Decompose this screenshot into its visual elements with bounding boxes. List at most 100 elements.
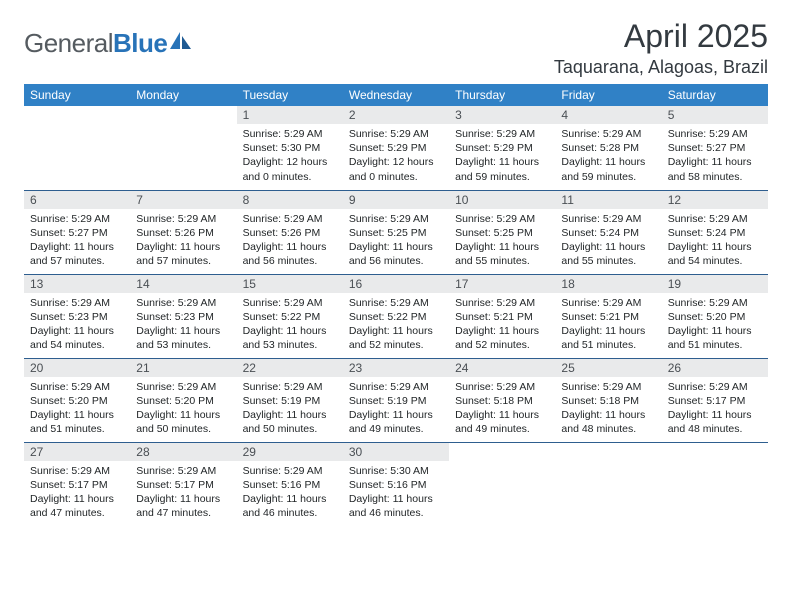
day-details: Sunrise: 5:29 AMSunset: 5:17 PMDaylight:… <box>24 461 130 525</box>
header: GeneralBlue April 2025 Taquarana, Alagoa… <box>24 18 768 78</box>
day-details: Sunrise: 5:29 AMSunset: 5:17 PMDaylight:… <box>130 461 236 525</box>
day-number: 24 <box>449 359 555 377</box>
day-details: Sunrise: 5:29 AMSunset: 5:29 PMDaylight:… <box>449 124 555 188</box>
calendar-cell: 16Sunrise: 5:29 AMSunset: 5:22 PMDayligh… <box>343 274 449 358</box>
calendar-row: 20Sunrise: 5:29 AMSunset: 5:20 PMDayligh… <box>24 358 768 442</box>
day-number: 13 <box>24 275 130 293</box>
day-details: Sunrise: 5:29 AMSunset: 5:30 PMDaylight:… <box>237 124 343 188</box>
calendar-cell: 6Sunrise: 5:29 AMSunset: 5:27 PMDaylight… <box>24 190 130 274</box>
day-number: 23 <box>343 359 449 377</box>
calendar-cell: 5Sunrise: 5:29 AMSunset: 5:27 PMDaylight… <box>662 106 768 190</box>
calendar-cell: 4Sunrise: 5:29 AMSunset: 5:28 PMDaylight… <box>555 106 661 190</box>
title-block: April 2025 Taquarana, Alagoas, Brazil <box>554 18 768 78</box>
weekday-header: Monday <box>130 84 236 106</box>
day-number: 4 <box>555 106 661 124</box>
weekday-header: Friday <box>555 84 661 106</box>
day-number: 16 <box>343 275 449 293</box>
day-details: Sunrise: 5:29 AMSunset: 5:22 PMDaylight:… <box>237 293 343 357</box>
calendar-cell: 7Sunrise: 5:29 AMSunset: 5:26 PMDaylight… <box>130 190 236 274</box>
calendar-cell: 14Sunrise: 5:29 AMSunset: 5:23 PMDayligh… <box>130 274 236 358</box>
calendar-cell: 26Sunrise: 5:29 AMSunset: 5:17 PMDayligh… <box>662 358 768 442</box>
calendar-row: 27Sunrise: 5:29 AMSunset: 5:17 PMDayligh… <box>24 442 768 526</box>
day-details: Sunrise: 5:29 AMSunset: 5:24 PMDaylight:… <box>662 209 768 273</box>
day-details: Sunrise: 5:29 AMSunset: 5:18 PMDaylight:… <box>555 377 661 441</box>
weekday-header: Tuesday <box>237 84 343 106</box>
day-details: Sunrise: 5:29 AMSunset: 5:25 PMDaylight:… <box>343 209 449 273</box>
day-number: 11 <box>555 191 661 209</box>
day-number: 12 <box>662 191 768 209</box>
day-details: Sunrise: 5:29 AMSunset: 5:19 PMDaylight:… <box>237 377 343 441</box>
day-number: 20 <box>24 359 130 377</box>
weekday-header: Saturday <box>662 84 768 106</box>
day-details: Sunrise: 5:29 AMSunset: 5:23 PMDaylight:… <box>24 293 130 357</box>
calendar-cell: 12Sunrise: 5:29 AMSunset: 5:24 PMDayligh… <box>662 190 768 274</box>
logo-sail-icon <box>169 30 193 50</box>
day-details: Sunrise: 5:29 AMSunset: 5:24 PMDaylight:… <box>555 209 661 273</box>
calendar-cell: 30Sunrise: 5:30 AMSunset: 5:16 PMDayligh… <box>343 442 449 526</box>
calendar-cell <box>130 106 236 190</box>
day-details: Sunrise: 5:29 AMSunset: 5:21 PMDaylight:… <box>449 293 555 357</box>
day-details: Sunrise: 5:29 AMSunset: 5:27 PMDaylight:… <box>662 124 768 188</box>
day-details: Sunrise: 5:29 AMSunset: 5:22 PMDaylight:… <box>343 293 449 357</box>
day-number: 1 <box>237 106 343 124</box>
day-details: Sunrise: 5:29 AMSunset: 5:26 PMDaylight:… <box>237 209 343 273</box>
calendar-cell: 24Sunrise: 5:29 AMSunset: 5:18 PMDayligh… <box>449 358 555 442</box>
day-number: 6 <box>24 191 130 209</box>
day-details: Sunrise: 5:29 AMSunset: 5:29 PMDaylight:… <box>343 124 449 188</box>
calendar-cell: 20Sunrise: 5:29 AMSunset: 5:20 PMDayligh… <box>24 358 130 442</box>
calendar-cell: 22Sunrise: 5:29 AMSunset: 5:19 PMDayligh… <box>237 358 343 442</box>
day-number: 2 <box>343 106 449 124</box>
calendar-body: 1Sunrise: 5:29 AMSunset: 5:30 PMDaylight… <box>24 106 768 526</box>
weekday-header: Thursday <box>449 84 555 106</box>
calendar-cell: 23Sunrise: 5:29 AMSunset: 5:19 PMDayligh… <box>343 358 449 442</box>
day-number: 9 <box>343 191 449 209</box>
calendar-row: 1Sunrise: 5:29 AMSunset: 5:30 PMDaylight… <box>24 106 768 190</box>
calendar-cell: 25Sunrise: 5:29 AMSunset: 5:18 PMDayligh… <box>555 358 661 442</box>
logo: GeneralBlue <box>24 28 193 59</box>
day-number: 15 <box>237 275 343 293</box>
calendar-cell: 18Sunrise: 5:29 AMSunset: 5:21 PMDayligh… <box>555 274 661 358</box>
calendar-cell: 10Sunrise: 5:29 AMSunset: 5:25 PMDayligh… <box>449 190 555 274</box>
logo-word-blue: Blue <box>113 28 167 58</box>
day-number: 21 <box>130 359 236 377</box>
calendar-cell: 19Sunrise: 5:29 AMSunset: 5:20 PMDayligh… <box>662 274 768 358</box>
calendar-cell: 11Sunrise: 5:29 AMSunset: 5:24 PMDayligh… <box>555 190 661 274</box>
calendar-row: 6Sunrise: 5:29 AMSunset: 5:27 PMDaylight… <box>24 190 768 274</box>
day-details: Sunrise: 5:29 AMSunset: 5:27 PMDaylight:… <box>24 209 130 273</box>
month-title: April 2025 <box>554 18 768 55</box>
calendar-row: 13Sunrise: 5:29 AMSunset: 5:23 PMDayligh… <box>24 274 768 358</box>
day-details: Sunrise: 5:29 AMSunset: 5:23 PMDaylight:… <box>130 293 236 357</box>
calendar-cell: 13Sunrise: 5:29 AMSunset: 5:23 PMDayligh… <box>24 274 130 358</box>
weekday-header: Wednesday <box>343 84 449 106</box>
weekday-header: Sunday <box>24 84 130 106</box>
day-number: 10 <box>449 191 555 209</box>
day-number: 5 <box>662 106 768 124</box>
day-details: Sunrise: 5:29 AMSunset: 5:20 PMDaylight:… <box>662 293 768 357</box>
day-details: Sunrise: 5:29 AMSunset: 5:17 PMDaylight:… <box>662 377 768 441</box>
calendar-cell <box>449 442 555 526</box>
calendar-cell: 1Sunrise: 5:29 AMSunset: 5:30 PMDaylight… <box>237 106 343 190</box>
calendar-cell <box>555 442 661 526</box>
day-number: 27 <box>24 443 130 461</box>
logo-text: GeneralBlue <box>24 28 167 59</box>
day-details: Sunrise: 5:29 AMSunset: 5:25 PMDaylight:… <box>449 209 555 273</box>
logo-word-general: General <box>24 28 113 58</box>
calendar-cell: 2Sunrise: 5:29 AMSunset: 5:29 PMDaylight… <box>343 106 449 190</box>
day-number: 26 <box>662 359 768 377</box>
calendar-cell <box>662 442 768 526</box>
calendar-cell: 15Sunrise: 5:29 AMSunset: 5:22 PMDayligh… <box>237 274 343 358</box>
day-number: 22 <box>237 359 343 377</box>
day-number: 8 <box>237 191 343 209</box>
day-number: 14 <box>130 275 236 293</box>
calendar-cell: 29Sunrise: 5:29 AMSunset: 5:16 PMDayligh… <box>237 442 343 526</box>
day-number: 18 <box>555 275 661 293</box>
calendar-cell: 9Sunrise: 5:29 AMSunset: 5:25 PMDaylight… <box>343 190 449 274</box>
weekday-header-row: SundayMondayTuesdayWednesdayThursdayFrid… <box>24 84 768 106</box>
day-number: 7 <box>130 191 236 209</box>
location: Taquarana, Alagoas, Brazil <box>554 57 768 78</box>
day-details: Sunrise: 5:29 AMSunset: 5:19 PMDaylight:… <box>343 377 449 441</box>
calendar-cell: 28Sunrise: 5:29 AMSunset: 5:17 PMDayligh… <box>130 442 236 526</box>
calendar-table: SundayMondayTuesdayWednesdayThursdayFrid… <box>24 84 768 526</box>
day-details: Sunrise: 5:29 AMSunset: 5:28 PMDaylight:… <box>555 124 661 188</box>
calendar-cell: 17Sunrise: 5:29 AMSunset: 5:21 PMDayligh… <box>449 274 555 358</box>
